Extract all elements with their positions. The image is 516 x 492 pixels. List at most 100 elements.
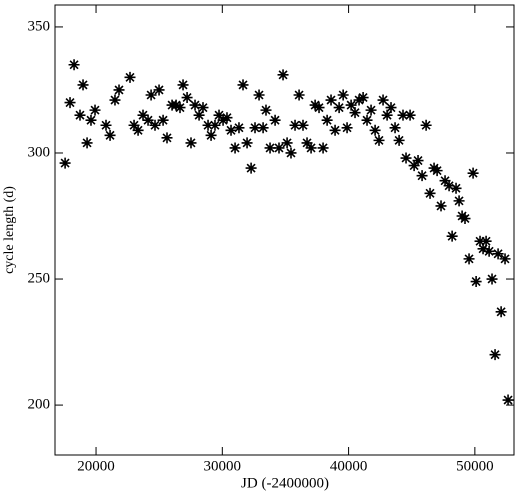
y-axis-label: cycle length (d) — [2, 186, 17, 274]
point — [293, 89, 305, 101]
point — [400, 152, 412, 164]
point — [264, 142, 276, 154]
point — [273, 142, 285, 154]
point — [408, 160, 420, 172]
point — [463, 253, 475, 265]
point — [89, 104, 101, 116]
x-tick-label: 50000 — [456, 458, 494, 474]
point — [424, 187, 436, 199]
point — [197, 102, 209, 114]
point — [205, 129, 217, 141]
point — [337, 89, 349, 101]
point — [161, 132, 173, 144]
point — [124, 71, 136, 83]
point — [109, 94, 121, 106]
point — [495, 306, 507, 318]
point — [486, 273, 498, 285]
point — [225, 124, 237, 136]
point — [404, 109, 416, 121]
point — [221, 112, 233, 124]
point — [325, 94, 337, 106]
point — [253, 89, 265, 101]
point — [277, 69, 289, 81]
point — [177, 79, 189, 91]
point — [483, 245, 495, 257]
point — [412, 155, 424, 167]
x-tick-label: 30000 — [204, 458, 242, 474]
point — [213, 109, 225, 121]
point — [233, 122, 245, 134]
point — [100, 119, 112, 131]
point — [361, 114, 373, 126]
point — [269, 114, 281, 126]
point — [229, 142, 241, 154]
point — [397, 109, 409, 121]
point — [145, 89, 157, 101]
point — [132, 124, 144, 136]
point — [446, 230, 458, 242]
y-tick-label: 200 — [28, 397, 51, 413]
point — [153, 84, 165, 96]
point — [416, 170, 428, 182]
point — [241, 137, 253, 149]
point — [353, 94, 365, 106]
point — [467, 167, 479, 179]
point — [453, 195, 465, 207]
point — [393, 134, 405, 146]
point — [389, 122, 401, 134]
point — [289, 119, 301, 131]
point — [420, 119, 432, 131]
point — [477, 243, 489, 255]
point — [281, 137, 293, 149]
point — [64, 97, 76, 109]
point — [237, 79, 249, 91]
point — [142, 114, 154, 126]
point — [357, 92, 369, 104]
point — [68, 59, 80, 71]
point — [492, 248, 504, 260]
point — [381, 109, 393, 121]
point — [301, 137, 313, 149]
x-tick-label: 20000 — [77, 458, 115, 474]
point — [502, 394, 514, 406]
point — [470, 276, 482, 288]
point — [321, 114, 333, 126]
y-tick-label: 250 — [28, 270, 51, 286]
point — [202, 119, 214, 131]
x-axis-label: JD (-2400000) — [241, 475, 329, 491]
point — [85, 114, 97, 126]
point — [185, 137, 197, 149]
point — [77, 79, 89, 91]
y-tick-label: 300 — [28, 144, 51, 160]
point — [317, 142, 329, 154]
point — [341, 122, 353, 134]
point — [305, 142, 317, 154]
point — [181, 92, 193, 104]
point — [137, 109, 149, 121]
point — [369, 124, 381, 136]
point — [297, 119, 309, 131]
point — [443, 180, 455, 192]
point — [480, 235, 492, 247]
y-tick-label: 350 — [28, 18, 51, 34]
point — [499, 253, 511, 265]
point — [245, 162, 257, 174]
point — [128, 119, 140, 131]
point — [450, 182, 462, 194]
point — [189, 99, 201, 111]
point — [459, 213, 471, 225]
point — [345, 99, 357, 111]
point — [365, 104, 377, 116]
point — [333, 102, 345, 114]
point — [385, 102, 397, 114]
point — [59, 157, 71, 169]
point — [193, 109, 205, 121]
point — [377, 94, 389, 106]
point — [209, 119, 221, 131]
point — [329, 124, 341, 136]
point — [174, 102, 186, 114]
point — [435, 200, 447, 212]
point — [309, 99, 321, 111]
